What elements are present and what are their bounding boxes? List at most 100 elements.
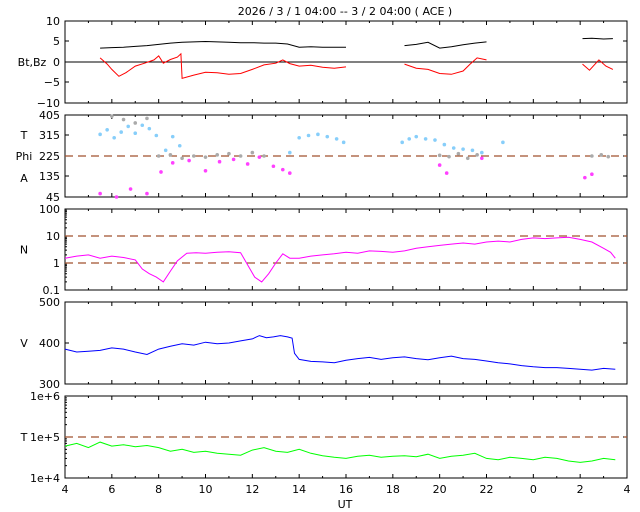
data-point-phi_toward	[288, 171, 292, 175]
data-point-theta	[461, 147, 465, 151]
series-line-bt	[404, 41, 487, 49]
data-point-phi_away	[215, 153, 220, 157]
series-line-bt	[100, 40, 346, 49]
y-tick-label: 500	[39, 296, 60, 309]
y-tick-label: −10	[37, 97, 60, 110]
data-point-theta	[306, 133, 311, 138]
y-tick-label: 100	[39, 203, 60, 216]
y-axis-label: T	[20, 431, 28, 444]
y-tick-label: 135	[39, 170, 60, 183]
y-tick-label: 225	[39, 150, 60, 163]
panel-frame	[64, 301, 628, 385]
data-point-theta	[147, 126, 152, 131]
x-tick-label: 10	[199, 483, 213, 496]
panel-density: 100 10 1 0.1 N	[20, 203, 628, 297]
y-tick-label: 0.1	[43, 284, 61, 297]
data-point-phi_toward	[98, 191, 102, 196]
panel-field-angles: 405 315 225 135 45 T Phi A	[16, 109, 628, 204]
data-point-phi_away	[227, 151, 231, 156]
data-point-theta	[423, 137, 428, 141]
chart-title: 2026 / 3 / 1 04:00 -- 3 / 2 04:00 ( ACE …	[238, 5, 452, 18]
x-axis-label: UT	[338, 498, 353, 511]
data-point-theta	[105, 128, 109, 132]
data-point-phi_toward	[444, 171, 449, 175]
series-line-bt	[582, 37, 613, 40]
series-line-temperature	[64, 441, 616, 463]
data-point-theta	[119, 130, 123, 134]
y-tick-label: 315	[39, 129, 60, 142]
data-point-phi_away	[168, 153, 173, 157]
data-point-theta	[288, 150, 292, 155]
y-tick-label: −5	[44, 76, 60, 89]
y-tick-label: 0	[53, 56, 60, 69]
series-line-bz	[582, 59, 614, 71]
y-tick-label: 5	[53, 35, 60, 48]
data-point-theta	[154, 133, 159, 138]
x-tick-label: 16	[339, 483, 353, 496]
panel-magnetic-field: 10 5 0 −5 −10 Bt,Bz	[18, 15, 628, 110]
y-axis-label: T	[20, 129, 28, 142]
data-point-phi_toward	[437, 163, 442, 167]
series-line-density	[64, 236, 616, 283]
data-point-theta	[98, 132, 102, 137]
y-axis-label: Phi	[16, 150, 33, 163]
data-point-phi_toward	[231, 157, 236, 162]
y-tick-label: 400	[39, 337, 60, 350]
data-point-phi_away	[437, 153, 442, 158]
series-line-bz	[99, 52, 347, 80]
panel-temperature: 1e+6 1e+5 1e+4 T 4 6 8 10 12 14 16 18 20 22 0 2 4	[20, 390, 631, 496]
data-point-phi_toward	[159, 170, 163, 174]
data-point-phi_away	[475, 153, 479, 157]
data-point-theta	[414, 134, 419, 139]
data-point-theta	[177, 143, 182, 148]
x-tick-label: 4	[62, 483, 69, 496]
data-point-phi_away	[191, 154, 196, 158]
y-tick-label: 1e+4	[30, 472, 60, 485]
panel-speed: 500 400 300 V	[20, 296, 628, 391]
data-point-phi_away	[121, 117, 126, 122]
data-point-phi_toward	[203, 169, 208, 173]
y-axis-label: A	[20, 172, 28, 185]
data-point-phi_away	[156, 154, 161, 158]
y-axis-label: V	[20, 337, 28, 350]
x-tick-label: 14	[292, 483, 306, 496]
data-point-theta	[433, 138, 437, 142]
panel-frame	[64, 208, 628, 291]
data-point-phi_away	[606, 154, 611, 159]
data-point-phi_toward	[217, 159, 222, 164]
data-point-phi_toward	[170, 161, 175, 165]
data-point-phi_away	[456, 151, 461, 156]
data-point-theta	[325, 134, 330, 139]
data-point-phi_toward	[280, 167, 285, 172]
data-point-theta	[407, 137, 412, 141]
data-point-phi_toward	[114, 195, 119, 199]
y-tick-label: 1e+6	[30, 390, 60, 403]
data-point-theta	[480, 150, 484, 155]
y-tick-label: 405	[39, 109, 60, 122]
data-point-theta	[451, 146, 456, 150]
x-tick-label: 12	[245, 483, 259, 496]
data-point-theta	[334, 137, 339, 141]
y-tick-label: 300	[39, 378, 60, 391]
x-tick-label: 22	[480, 483, 494, 496]
x-tick-label: 2	[577, 483, 584, 496]
data-point-phi_away	[590, 154, 594, 158]
y-tick-label: 10	[46, 230, 60, 243]
data-point-phi_toward	[187, 158, 191, 163]
data-point-phi_away	[133, 121, 138, 125]
data-point-theta	[470, 148, 475, 153]
series-line-bz	[404, 57, 487, 75]
y-tick-label: 45	[46, 191, 60, 204]
data-point-phi_away	[465, 156, 470, 161]
data-point-theta	[163, 148, 168, 153]
data-point-phi_away	[262, 154, 266, 158]
y-tick-label: 1e+5	[30, 431, 60, 444]
data-point-theta	[400, 140, 405, 145]
data-point-theta	[341, 140, 346, 145]
x-tick-label: 8	[155, 483, 162, 496]
data-point-phi_away	[238, 154, 243, 158]
y-tick-label: 1	[53, 257, 60, 270]
data-point-phi_toward	[257, 155, 262, 159]
x-tick-label: 18	[386, 483, 400, 496]
